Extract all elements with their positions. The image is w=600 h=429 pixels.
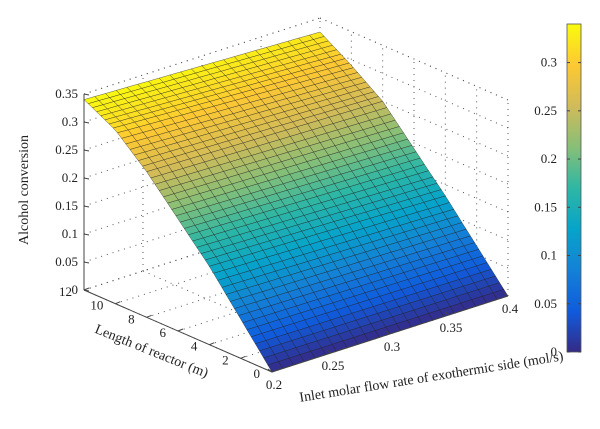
- x-tick-mark: [503, 292, 509, 297]
- y-axis-ticks: 0 2 4 6 8 10 12: [59, 284, 278, 381]
- z-tick-label: 0.1: [62, 226, 78, 241]
- grid-line: [319, 73, 509, 157]
- colorbar-tick-label: 0.05: [534, 296, 557, 311]
- x-axis-ticks: 0.2 0.25 0.3 0.35 0.4: [266, 292, 519, 392]
- x-tick-label: 0.25: [322, 358, 345, 373]
- x-tick-mark: [385, 330, 391, 335]
- colorbar-tick-label: 0.2: [541, 151, 557, 166]
- z-tick-label: 0.2: [62, 170, 78, 185]
- y-tick-mark: [146, 314, 152, 318]
- y-tick-label: 0: [254, 366, 261, 381]
- z-tick-label: 0.35: [55, 86, 78, 101]
- y-tick-mark: [271, 369, 278, 373]
- colorbar: 0 0.05 0.1 0.15 0.2 0.25 0.3: [534, 23, 582, 359]
- grid-line: [319, 101, 509, 185]
- x-tick-label: 0.3: [384, 339, 400, 354]
- y-tick-mark: [240, 355, 246, 359]
- z-tick-mark: [83, 121, 90, 124]
- colorbar-tick-label: 0.15: [534, 199, 557, 214]
- z-tick-mark: [83, 149, 90, 152]
- z-tick-label: 0.25: [55, 142, 78, 157]
- z-tick-mark: [83, 205, 90, 208]
- surface-mesh: [83, 31, 509, 373]
- z-tick-label: 0.15: [55, 198, 78, 213]
- y-tick-label: 8: [128, 311, 135, 326]
- x-tick-mark: [444, 311, 450, 316]
- colorbar-gradient: [566, 23, 582, 353]
- x-tick-mark: [267, 368, 273, 373]
- x-tick-label: 0.4: [502, 301, 519, 316]
- y-tick-mark: [177, 328, 184, 332]
- y-tick-mark: [209, 342, 215, 346]
- z-tick-label: 0.05: [55, 254, 78, 269]
- z-axis-ticks: 0 0.05 0.1 0.15 0.2 0.25 0.3 0.35: [55, 86, 90, 297]
- x-tick-label: 0.35: [440, 320, 463, 335]
- y-tick-label: 6: [160, 325, 167, 340]
- y-tick-label: 10: [90, 298, 103, 313]
- z-tick-label: 0: [72, 282, 79, 297]
- colorbar-ticks: 0 0.05 0.1 0.15 0.2 0.25 0.3: [534, 55, 581, 359]
- x-tick-label: 0.2: [266, 377, 282, 392]
- z-axis-label: Alcohol conversion: [17, 135, 32, 245]
- grid-line: [319, 17, 509, 101]
- colorbar-tick-label: 0.3: [541, 55, 557, 70]
- z-tick-mark: [83, 93, 90, 96]
- colorbar-tick-label: 0.1: [541, 248, 557, 263]
- y-tick-mark: [83, 287, 90, 291]
- colorbar-tick-label: 0.25: [534, 103, 557, 118]
- x-tick-mark: [326, 349, 332, 354]
- y-tick-label: 4: [191, 339, 198, 354]
- z-tick-mark: [83, 261, 90, 264]
- z-tick-mark: [83, 233, 90, 236]
- colorbar-tick-label: 0: [551, 344, 558, 359]
- y-tick-label: 2: [222, 352, 229, 367]
- z-tick-mark: [83, 177, 90, 180]
- z-tick-label: 0.3: [62, 114, 78, 129]
- y-tick-label: 12: [59, 284, 72, 299]
- y-tick-mark: [115, 301, 121, 305]
